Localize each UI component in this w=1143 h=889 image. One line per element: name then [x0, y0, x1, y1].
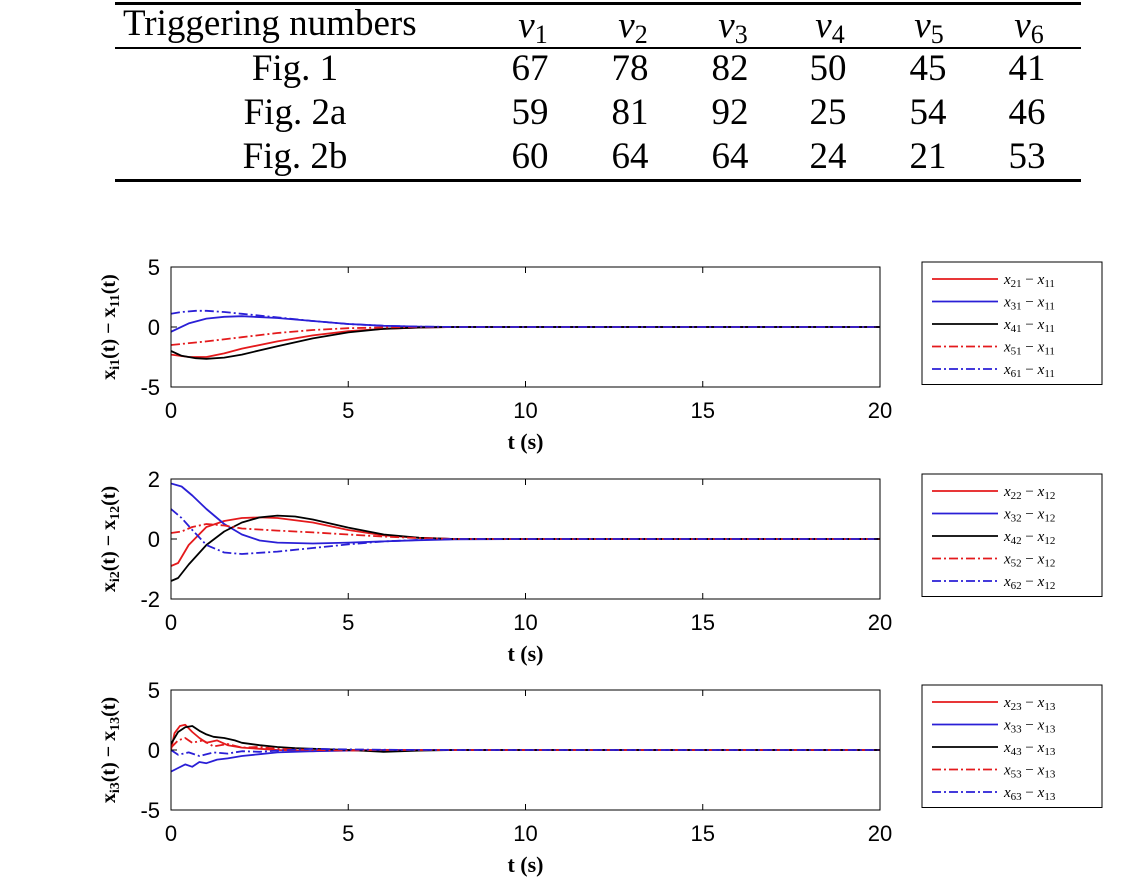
x-tick-label: 15 [691, 610, 715, 635]
legend: x22 − x12 x32 − x12 x42 − x12 x52 − x12 x62 … [921, 473, 1103, 597]
series-line-2 [171, 315, 880, 333]
table-cell: 41 [1008, 48, 1046, 89]
y-axis-label: xi2(t) − x12(t) [98, 486, 123, 592]
table-header-v5: v5 [914, 5, 944, 50]
y-tick-label: -2 [140, 587, 160, 612]
table-cell: 64 [611, 136, 649, 177]
series-line-2 [171, 482, 880, 545]
series-line-5 [171, 309, 880, 328]
y-tick-label: -5 [140, 798, 160, 823]
table-header-v3: v3 [718, 5, 748, 50]
table-cell: 92 [711, 92, 749, 133]
legend-label: x31 − x11 [1003, 295, 1055, 313]
x-axis-label: t (s) [507, 429, 543, 454]
legend-label: x23 − x13 [1003, 695, 1056, 713]
x-tick-label: 10 [513, 610, 537, 635]
table-cell: 59 [511, 92, 549, 133]
table-header-v4: v4 [815, 5, 845, 50]
series-line-3 [171, 326, 880, 360]
series-line-3 [171, 725, 880, 753]
y-axis-label: xi3(t) − x13(t) [98, 697, 123, 803]
y-tick-label: -5 [140, 375, 160, 400]
y-tick-label: 0 [148, 315, 160, 340]
table-header-v2: v2 [618, 5, 648, 50]
y-tick-label: 2 [148, 467, 160, 492]
table-header-v6: v6 [1014, 5, 1044, 50]
table-cell: 78 [611, 48, 649, 89]
table-row-label: Fig. 2a [243, 92, 347, 133]
legend-label: x21 − x11 [1003, 272, 1055, 290]
legend-label: x63 − x13 [1003, 785, 1056, 803]
x-tick-label: 15 [691, 398, 715, 423]
table-cell: 81 [611, 92, 649, 133]
table-cell: 21 [909, 136, 947, 177]
y-tick-label: 5 [148, 678, 160, 703]
y-tick-label: 0 [148, 738, 160, 763]
series-line-4 [171, 737, 880, 752]
table-row-label: Fig. 2b [242, 136, 348, 177]
table-row-label: Fig. 1 [251, 48, 339, 89]
table-bottom-rule [115, 179, 1081, 182]
x-tick-label: 20 [868, 398, 892, 423]
legend: x23 − x13 x33 − x13 x43 − x13 x53 − x13 x63 … [921, 684, 1103, 808]
plot-lines [171, 723, 880, 773]
x-tick-label: 0 [165, 398, 177, 423]
x-tick-label: 5 [342, 398, 354, 423]
table-cell: 54 [909, 92, 947, 133]
legend-label: x61 − x11 [1003, 362, 1055, 380]
table-cell: 50 [809, 48, 847, 89]
legend-label: x62 − x12 [1003, 574, 1055, 592]
series-line-1 [171, 326, 880, 358]
legend-label: x51 − x11 [1003, 340, 1055, 358]
table-cell: 25 [809, 92, 847, 133]
x-axis-label: t (s) [507, 852, 543, 877]
plot-lines [171, 309, 880, 360]
x-tick-label: 0 [165, 821, 177, 846]
legend-label: x53 − x13 [1003, 763, 1056, 781]
y-tick-label: 0 [148, 527, 160, 552]
table-cell: 82 [711, 48, 749, 89]
legend-label: x32 − x12 [1003, 507, 1055, 525]
y-tick-label: 5 [148, 255, 160, 280]
legend: x21 − x11 x31 − x11 x41 − x11 x51 − x11 x61 … [921, 261, 1103, 385]
table-header-v1: v1 [518, 5, 548, 50]
x-axis-label: t (s) [507, 641, 543, 666]
series-line-4 [171, 523, 880, 540]
legend-label: x42 − x12 [1003, 529, 1055, 547]
series-line-5 [171, 747, 880, 757]
plot-lines [171, 482, 880, 582]
table-cell: 64 [711, 136, 749, 177]
legend-label: x33 − x13 [1003, 718, 1056, 736]
table-mid-rule [115, 47, 1081, 49]
y-axis-label: xi1(t) − x11(t) [98, 274, 123, 380]
series-line-5 [171, 508, 880, 555]
table-top-rule [115, 2, 1081, 5]
table-header-label: Triggering numbers [123, 3, 417, 44]
table-cell: 45 [909, 48, 947, 89]
legend-label: x22 − x12 [1003, 484, 1055, 502]
x-tick-label: 20 [868, 610, 892, 635]
series-line-2 [171, 749, 880, 773]
legend-label: x41 − x11 [1003, 317, 1055, 335]
legend-label: x52 − x12 [1003, 552, 1055, 570]
table-cell: 60 [511, 136, 549, 177]
x-tick-label: 10 [513, 398, 537, 423]
x-tick-label: 0 [165, 610, 177, 635]
x-tick-label: 5 [342, 610, 354, 635]
table-cell: 53 [1008, 136, 1046, 177]
x-tick-label: 5 [342, 821, 354, 846]
table-cell: 46 [1008, 92, 1046, 133]
table-cell: 24 [809, 136, 847, 177]
x-tick-label: 15 [691, 821, 715, 846]
x-tick-label: 10 [513, 821, 537, 846]
table-cell: 67 [511, 48, 549, 89]
legend-label: x43 − x13 [1003, 740, 1056, 758]
series-line-3 [171, 514, 880, 582]
x-tick-label: 20 [868, 821, 892, 846]
